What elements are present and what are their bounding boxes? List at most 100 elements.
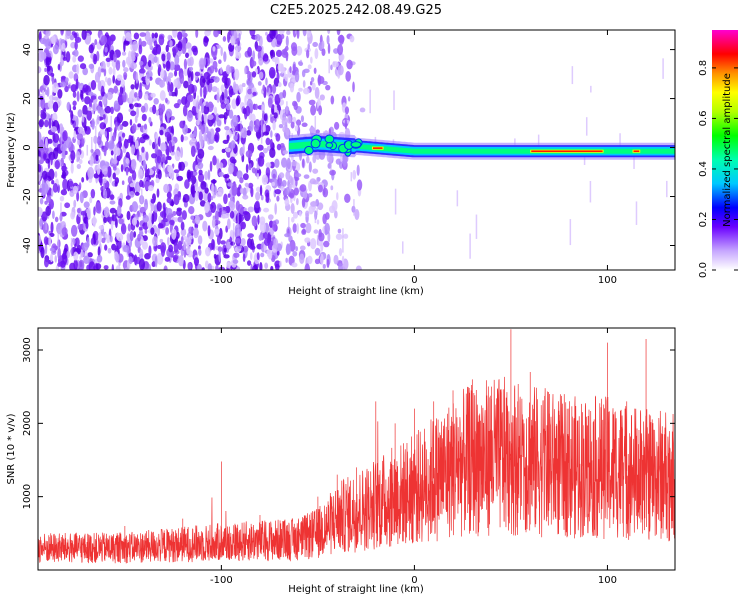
spectrogram-noise-blob [276, 143, 282, 151]
spectrogram-noise-blob [177, 190, 181, 198]
spectrogram-noise-blob [359, 107, 366, 113]
spectrogram-noise-blob [312, 180, 319, 185]
spectrogram-noise-blob [103, 265, 109, 270]
spectrogram-noise-blob [206, 131, 212, 139]
spectrogram-noise-blob [187, 262, 192, 270]
spectrogram-noise-blob [72, 105, 77, 111]
spectrogram-noise-blob [90, 237, 95, 246]
spectrogram-noise-blob [192, 227, 199, 239]
spectrogram-noise-blob [101, 165, 108, 175]
spectrogram-noise-blob [166, 51, 171, 61]
spectrogram-noise-blob [38, 131, 42, 143]
spectrogram-noise-blob [226, 134, 230, 142]
spectrogram-noise-blob [292, 100, 298, 107]
spectrogram-noise-blob [78, 259, 85, 270]
spectrogram-noise-blob [106, 217, 112, 222]
spectrogram-noise-blob [180, 221, 185, 231]
spectrogram-noise-blob [236, 170, 243, 179]
spectrogram-noise-blob [194, 191, 199, 202]
spectrogram-noise-blob [218, 162, 224, 169]
spectrogram-noise-blob [128, 134, 132, 142]
spectrogram-noise-blob [198, 169, 203, 176]
spectrogram-noise-blob [139, 32, 147, 37]
spectrogram-noise-blob [164, 256, 171, 262]
spectrogram-noise-blob [116, 112, 124, 124]
spectrogram-noise-blob [39, 37, 47, 45]
spectrogram-noise-blob [151, 153, 157, 159]
spectrogram-noise-blob [183, 66, 188, 77]
spectrogram-noise-blob [62, 178, 68, 191]
spectrogram-streak [353, 199, 355, 216]
spectrogram-noise-blob [153, 55, 158, 63]
spectrogram-noise-blob [190, 138, 197, 143]
spectrogram-streak [369, 89, 371, 114]
spectrogram-noise-blob [204, 260, 209, 269]
spectrogram-noise-blob [263, 237, 271, 246]
spectrogram-noise-blob [57, 63, 61, 71]
colorbar-gradient [712, 30, 738, 270]
spectrogram-noise-blob [57, 247, 61, 260]
colorbar: 0.0 0.2 0.4 0.6 0.8 Normalized spectral ampl… [698, 30, 738, 278]
spectrogram-noise-blob [203, 36, 210, 43]
spectrogram-noise-blob [291, 216, 295, 223]
spectrogram-noise-blob [109, 194, 115, 201]
spectrogram-noise-blob [254, 33, 261, 42]
spectrogram-noise-blob [183, 80, 189, 89]
spectrogram-noise-blob [295, 162, 301, 172]
spectrogram-noise-blob [290, 121, 295, 129]
spectrogram-streak [140, 188, 143, 203]
spectrogram-noise-blob [160, 68, 165, 79]
spectrogram-noise-blob [296, 222, 299, 235]
spectrogram-noise-blob [187, 83, 195, 94]
spectrogram-noise-blob [223, 193, 228, 205]
spectrogram-noise-blob [158, 164, 162, 170]
spectrogram-noise-blob [158, 34, 165, 46]
spectrogram-noise-blob [296, 91, 301, 103]
spectrogram-noise-blob [129, 191, 135, 198]
spectrogram-noise-blob [295, 173, 302, 178]
spectrogram-noise-blob [242, 173, 249, 181]
spectrogram-noise-blob [59, 81, 67, 88]
spectrogram-noise-blob [90, 44, 94, 51]
spectrogram-noise-blob [182, 136, 189, 141]
spectrogram-streak [91, 137, 93, 160]
spectrogram-noise-blob [284, 198, 290, 206]
spectrogram-noise-blob [172, 30, 178, 38]
spectrogram-noise-blob [257, 81, 262, 86]
spectrogram-noise-blob [257, 155, 265, 167]
spectrogram-noise-blob [118, 92, 123, 98]
spectrogram-noise-blob [224, 125, 230, 131]
spectrogram-streak [635, 201, 638, 225]
spectrogram-noise-blob [61, 252, 66, 260]
spectrogram-noise-blob [116, 232, 120, 240]
spectrogram-noise-blob [174, 87, 178, 97]
spectrogram-noise-blob [271, 56, 279, 63]
spectrogram-noise-blob [188, 206, 195, 215]
spectrogram-noise-blob [252, 50, 256, 61]
spectrogram-noise-blob [38, 119, 45, 128]
spectrogram-noise-blob [52, 112, 58, 123]
spectrogram-noise-blob [49, 253, 54, 263]
spectrogram-noise-blob [38, 66, 42, 74]
spectrogram-noise-blob [303, 174, 310, 179]
spectrogram-noise-blob [60, 75, 67, 80]
spectrogram-noise-blob [121, 120, 129, 127]
spectrogram-noise-blob [265, 192, 270, 203]
spectrogram-noise-blob [151, 261, 156, 268]
spectrogram-noise-blob [276, 250, 280, 256]
spectrogram-noise-blob [69, 262, 76, 270]
spectrogram-streak [260, 118, 263, 144]
spectrogram-noise-blob [44, 242, 48, 255]
spectrogram-noise-blob [246, 238, 253, 249]
spectrogram-noise-blob [165, 75, 172, 86]
spectrogram-noise-blob [157, 169, 162, 180]
spectrogram-noise-blob [281, 116, 288, 126]
spectrogram-noise-blob [230, 140, 236, 149]
spectrogram-noise-blob [92, 53, 98, 65]
spectrogram-noise-blob [61, 42, 66, 53]
spectrogram-noise-blob [298, 87, 303, 92]
spectrogram-noise-blob [97, 66, 102, 78]
spectrogram-noise-blob [52, 44, 59, 55]
spectrogram-noise-blob [276, 72, 280, 81]
spectrogram-noise-blob [203, 86, 207, 98]
